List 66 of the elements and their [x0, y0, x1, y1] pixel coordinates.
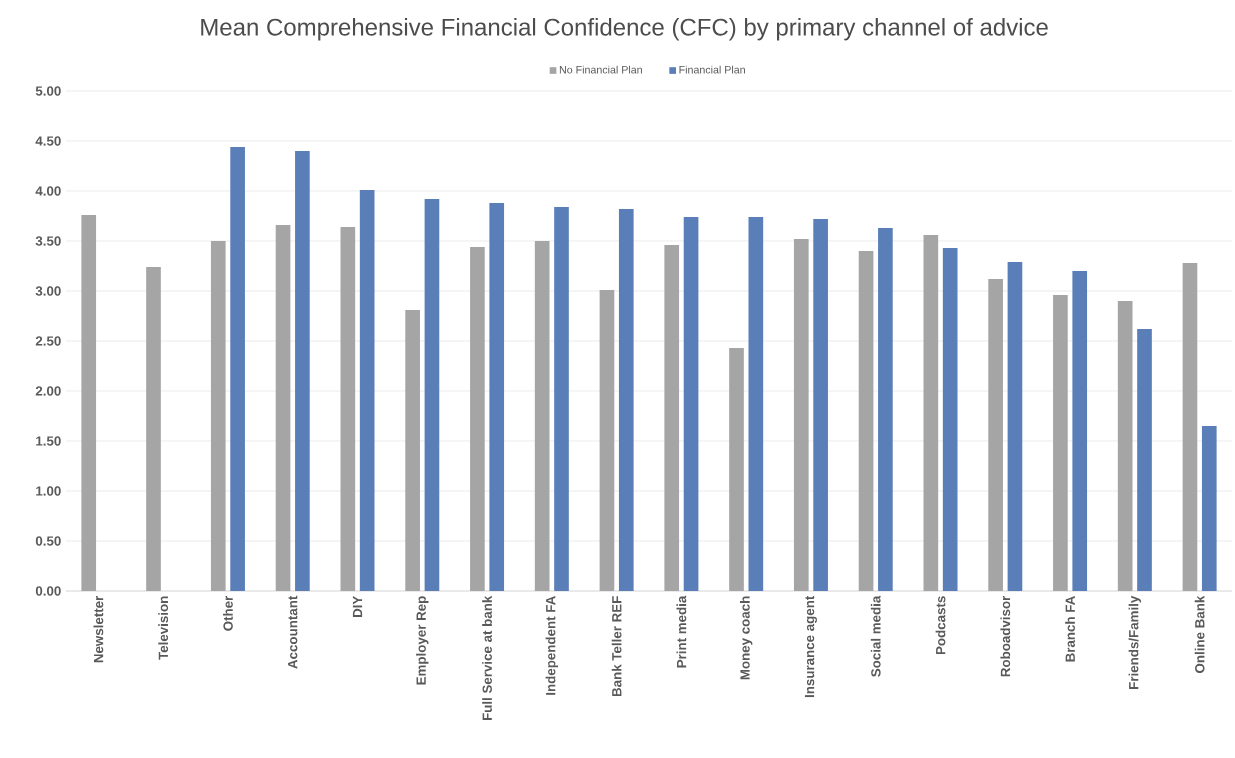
- y-tick-label: 0.50: [35, 536, 61, 546]
- bar: [424, 199, 440, 591]
- bar: [1072, 271, 1088, 591]
- x-tick-label: Employer Rep: [416, 596, 429, 685]
- bar: [988, 279, 1003, 591]
- bar: [405, 310, 420, 591]
- bar: [230, 147, 245, 591]
- x-tick-label: Independent FA: [545, 596, 559, 695]
- bar: [210, 241, 226, 591]
- bar: [275, 225, 291, 591]
- x-tick-label: Accountant: [288, 595, 298, 669]
- x-tick-label: Branch FA: [1065, 596, 1075, 662]
- legend-label: No Financial Plan: [559, 65, 642, 74]
- bar: [470, 247, 485, 591]
- x-tick-label: Print media: [676, 595, 687, 668]
- bar: [729, 348, 744, 591]
- bar: [554, 207, 569, 591]
- x-tick-label: Podcasts: [935, 596, 946, 655]
- bar: [534, 241, 550, 591]
- bar: [1053, 295, 1068, 591]
- x-tick-label: Friends/Family: [1128, 595, 1142, 689]
- x-tick-label: Bank Teller REF: [611, 596, 622, 697]
- bar: [359, 190, 375, 591]
- bar: [942, 248, 958, 591]
- bar: [1182, 263, 1198, 591]
- x-tick-label: Roboadvisor: [1000, 595, 1011, 677]
- x-tick-label: Other: [223, 595, 233, 631]
- bar: [1137, 329, 1152, 591]
- chart-title: Mean Comprehensive Financial Confidence (CFC) by primary channel of advice: [201, 18, 1048, 41]
- x-tick-label: Online Bank: [1194, 595, 1205, 673]
- bar: [878, 228, 893, 591]
- y-tick-label: 3.00: [35, 286, 61, 296]
- y-tick-label: 4.50: [35, 136, 61, 146]
- bar: [340, 227, 356, 591]
- x-tick-label: Social media: [870, 595, 881, 677]
- bar: [813, 219, 828, 591]
- y-tick-label: 1.00: [36, 486, 61, 496]
- bar: [923, 235, 939, 591]
- bar: [618, 209, 634, 591]
- y-tick-label: 2.50: [35, 336, 61, 346]
- bar: [1117, 301, 1133, 591]
- x-tick-label: Newsletter: [93, 595, 104, 663]
- bar: [81, 215, 97, 591]
- x-tick-label: DIY: [352, 595, 363, 618]
- y-tick-label: 0.00: [35, 586, 61, 596]
- x-tick-label: Television: [158, 596, 169, 660]
- y-tick-label: 5.00: [35, 86, 61, 96]
- bar: [748, 217, 764, 591]
- y-tick-label: 2.00: [35, 386, 61, 396]
- bar: [683, 217, 699, 591]
- y-tick-label: 4.00: [35, 186, 61, 196]
- y-tick-label: 1.50: [36, 436, 61, 446]
- bar: [664, 245, 680, 591]
- bar: [1007, 262, 1023, 591]
- bar: [489, 203, 505, 591]
- bar: [1201, 426, 1217, 591]
- x-tick-label: Full Service at bank: [482, 595, 492, 721]
- x-tick-label: Money coach: [739, 596, 753, 680]
- bar: [146, 267, 161, 591]
- bar: [793, 239, 809, 591]
- bar: [295, 151, 310, 591]
- y-tick-label: 3.50: [35, 236, 61, 246]
- bar: [599, 290, 615, 591]
- x-tick-label: Insurance agent: [804, 595, 817, 698]
- legend-label: Financial Plan: [679, 65, 745, 74]
- bar: [858, 251, 874, 591]
